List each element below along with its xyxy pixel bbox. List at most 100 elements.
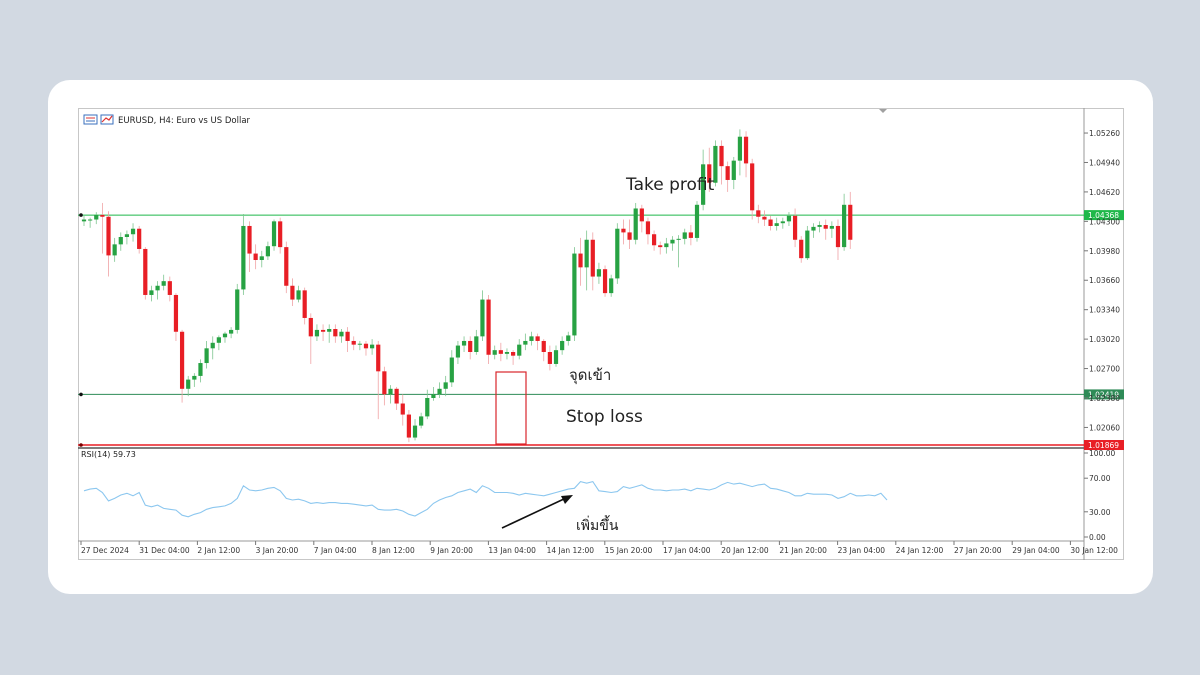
chart-frame [78,108,1124,560]
candle-body [658,245,663,248]
candle-body [486,299,491,355]
candle-body [811,226,816,231]
candle-body [682,232,687,239]
candle-body [480,299,485,337]
candle-body [725,166,730,180]
candle-body [517,344,522,356]
level-anchor[interactable] [79,392,83,397]
candle-body [848,204,853,240]
candle [615,223,620,284]
price-tick-label: 1.02380 [1089,394,1120,403]
candle-body [406,414,411,438]
candle [572,247,577,341]
candle-body [621,228,626,233]
time-tick-label: 8 Jan 12:00 [372,546,415,555]
candle [155,281,160,300]
candle [167,276,172,302]
candle [186,375,191,397]
candle-body [192,375,197,380]
candle-body [173,294,179,332]
level-anchor[interactable] [79,213,83,217]
candle [437,382,442,398]
candle-body [713,145,718,183]
time-tick-label: 21 Jan 20:00 [779,546,827,555]
candle [805,225,810,260]
candle [627,219,632,249]
candle [560,336,565,355]
candle-body [523,340,528,345]
candle-body [835,225,841,248]
time-tick-label: 23 Jan 04:00 [838,546,886,555]
candle-body [676,238,681,240]
chart-window[interactable]: EURUSD, H4: Euro vs US Dollar 1.04368 1.0… [78,108,1124,560]
candle-body [412,425,418,438]
candle [419,412,424,429]
candle [100,202,105,254]
candle [112,237,117,262]
candle-body [596,269,602,277]
time-tick-label: 14 Jan 12:00 [547,546,595,555]
level-price-label: 1.04368 [1088,211,1119,220]
candle [633,202,638,245]
candlestick-chart[interactable]: EURUSD, H4: Euro vs US Dollar 1.04368 1.0… [78,108,1124,560]
candle-body [229,329,234,334]
candle [676,235,681,268]
rsi-line [83,480,888,518]
rsi-tick-label: 100.00 [1089,449,1115,458]
candle-body [376,344,381,372]
shift-marker-icon[interactable] [879,109,887,113]
candle-body [388,388,393,395]
time-tick-label: 24 Jan 12:00 [896,546,944,555]
level-price-label: 1.01869 [1088,441,1119,450]
candle-body [511,352,516,356]
candle-body [719,145,724,167]
time-tick-label: 3 Jan 20:00 [256,546,299,555]
candles [81,129,853,443]
candle [750,158,755,220]
candle-body [645,221,651,235]
price-tick-label: 1.04620 [1089,188,1120,197]
candle [701,149,706,211]
candle [124,230,130,245]
candle-body [253,253,258,260]
candle [523,333,528,351]
candle-body [143,248,148,295]
candle [333,324,338,343]
candle-body [615,228,620,279]
candle [265,241,270,260]
candle [541,339,546,362]
candle-body [419,416,424,426]
candle [842,193,847,251]
candle-body [799,239,804,259]
candle [137,225,142,254]
candle-body [780,221,785,224]
candle-body [235,289,240,330]
candle-body [437,388,442,395]
candle [400,394,405,426]
candle [204,340,209,369]
candle-body [584,239,589,268]
candle-body [670,239,675,244]
level-anchor[interactable] [79,443,83,447]
candle-body [333,329,338,337]
candle [694,201,700,242]
candle [443,375,448,397]
candle [130,223,136,242]
candle-body [167,281,172,295]
candle [658,241,663,255]
candle-body [265,246,270,257]
symbol-title: EURUSD, H4: Euro vs US Dollar [118,116,251,126]
candle [327,324,332,343]
candle [731,156,736,190]
candle [284,241,289,294]
candle-body [394,388,399,404]
candle-body [259,256,264,260]
candle-body [363,343,369,349]
candle [682,228,687,245]
stop-loss-label: Stop loss [566,407,643,427]
candle-body [731,160,736,180]
candle-body [560,340,565,351]
candle-body [161,281,166,286]
candle [296,285,301,303]
candle-body [370,344,375,349]
